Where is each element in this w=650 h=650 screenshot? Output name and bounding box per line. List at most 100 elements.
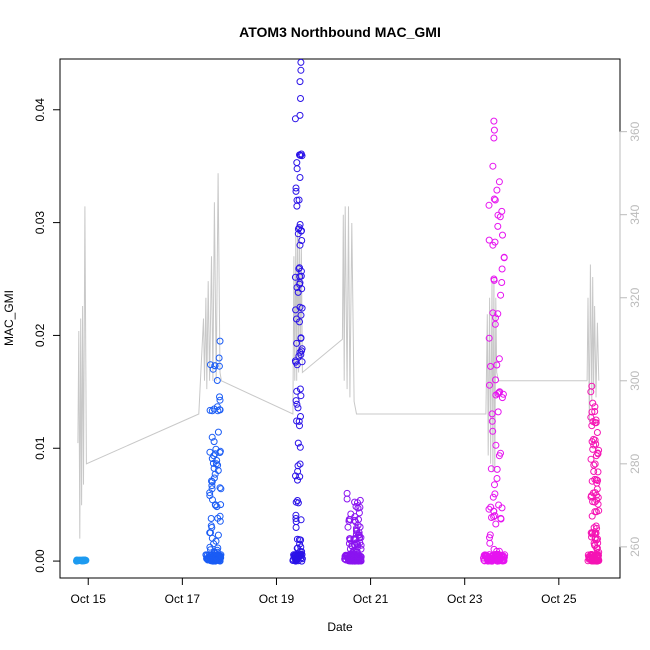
data-point (209, 365, 217, 373)
data-point (353, 548, 361, 556)
data-point (493, 547, 501, 555)
data-point (213, 377, 221, 384)
data-point (591, 408, 599, 415)
data-point (588, 422, 596, 430)
data-point (488, 410, 496, 418)
series-0-points (73, 556, 90, 565)
data-point (497, 515, 505, 523)
data-point (485, 505, 493, 513)
data-point (352, 503, 360, 510)
data-point (592, 522, 600, 530)
data-point (213, 548, 221, 556)
y2-tick-label: 300 (628, 370, 642, 390)
data-point (500, 253, 508, 261)
data-point (294, 462, 302, 470)
data-point (491, 490, 499, 498)
data-point (587, 413, 595, 421)
data-point (489, 493, 497, 501)
data-point (494, 310, 502, 318)
y2-tick-label: 280 (628, 453, 642, 473)
data-point (594, 500, 602, 508)
data-point (210, 405, 218, 413)
data-point (595, 507, 603, 515)
data-point (209, 459, 217, 467)
data-point (490, 195, 498, 203)
data-point (492, 376, 499, 384)
data-point (217, 501, 225, 509)
data-point (489, 427, 497, 435)
data-point (347, 510, 355, 518)
data-point (292, 187, 300, 195)
data-point (593, 485, 601, 493)
data-point (357, 541, 365, 549)
data-point (294, 288, 302, 296)
data-point (350, 535, 358, 543)
data-point (490, 126, 498, 134)
data-point (82, 556, 90, 564)
chart-title: ATOM3 Northbound MAC_GMI (239, 24, 441, 40)
data-point (214, 428, 222, 436)
data-point (297, 536, 305, 544)
data-point (214, 531, 222, 539)
data-point (297, 334, 305, 342)
data-point (297, 95, 304, 102)
data-point (211, 501, 219, 509)
data-point (491, 196, 499, 204)
data-point (485, 334, 493, 342)
data-point (593, 549, 601, 557)
data-point (485, 201, 493, 209)
data-point (350, 541, 358, 549)
data-point (293, 400, 301, 408)
data-point (495, 355, 503, 363)
y-axis-right: 260 280 300 320 340 360 (619, 121, 642, 557)
data-point (296, 174, 304, 181)
data-point (297, 267, 305, 275)
data-point (487, 362, 494, 370)
data-point (498, 279, 506, 286)
data-point (206, 448, 214, 456)
series-2-points (289, 58, 306, 565)
data-point (594, 468, 602, 476)
series-5-points (584, 382, 603, 565)
data-point (293, 535, 301, 543)
data-point (591, 541, 599, 549)
data-point (298, 345, 306, 353)
data-point (217, 485, 225, 493)
series-3-points (341, 489, 365, 565)
data-point (489, 309, 497, 317)
data-point (210, 474, 218, 482)
data-point (296, 348, 304, 356)
secondary-line-layer (77, 173, 600, 539)
data-point (356, 503, 364, 511)
data-point (293, 165, 301, 173)
data-point (294, 404, 302, 412)
data-point (296, 280, 304, 288)
data-point (294, 544, 302, 552)
data-point (296, 552, 304, 560)
data-point (296, 422, 303, 430)
data-point (491, 481, 498, 489)
data-point (298, 358, 306, 366)
data-point (208, 482, 216, 490)
data-point (493, 465, 501, 473)
data-point (216, 393, 223, 401)
data-point (499, 231, 506, 239)
data-point (294, 439, 302, 447)
data-point (591, 475, 599, 483)
data-point (294, 476, 301, 484)
data-point (589, 445, 597, 453)
data-point (296, 303, 304, 311)
data-point (292, 498, 300, 506)
data-point (485, 236, 493, 244)
data-point (589, 557, 597, 565)
data-point (296, 385, 304, 393)
data-point (211, 362, 219, 370)
data-point (212, 460, 220, 468)
data-point (492, 520, 500, 528)
y2-tick-label: 320 (628, 287, 642, 307)
data-point (594, 450, 602, 458)
y2-tick-label: 340 (628, 204, 642, 224)
data-point (298, 285, 306, 293)
data-point (353, 527, 360, 535)
